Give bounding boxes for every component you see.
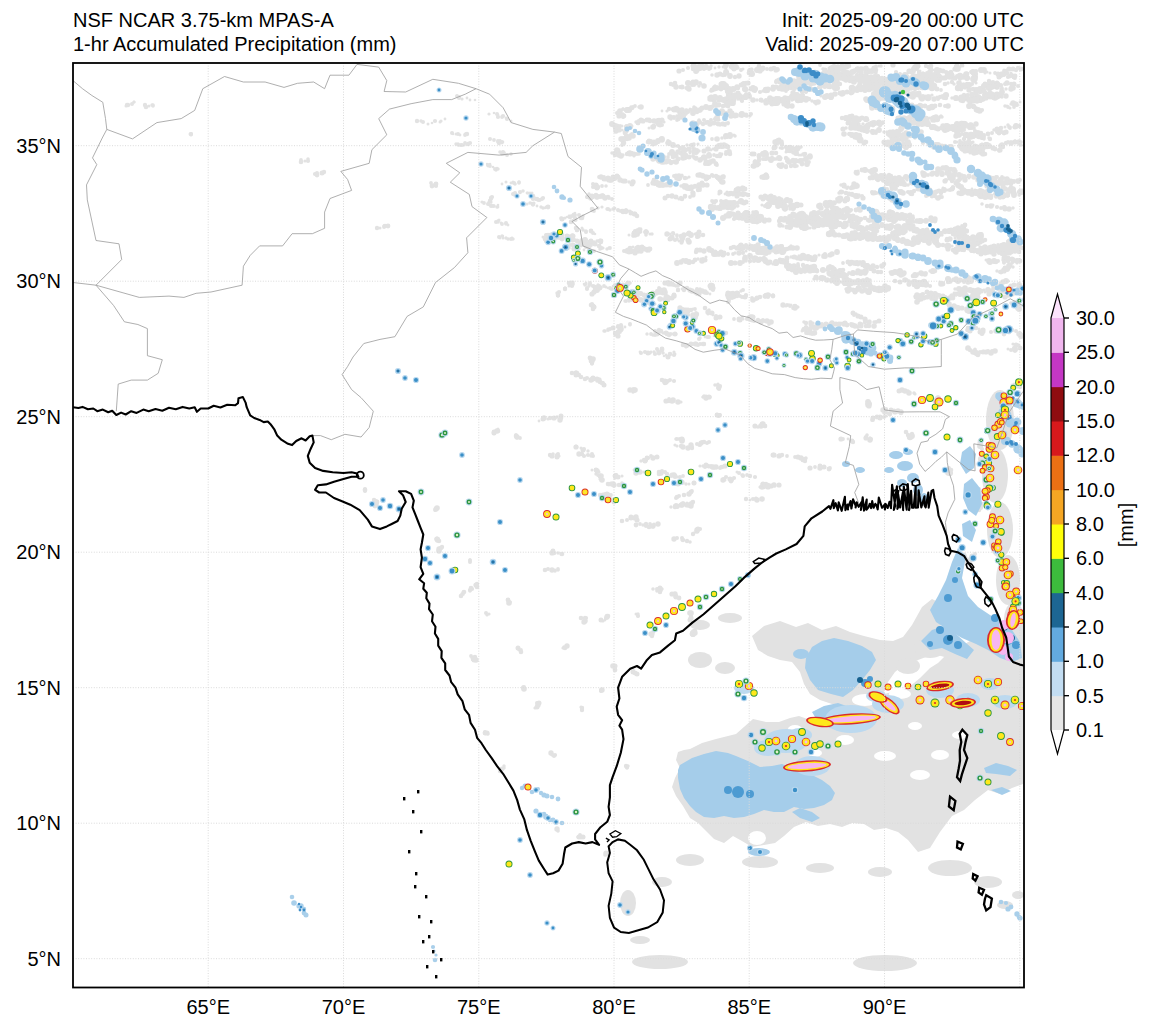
svg-text:8.0: 8.0	[1076, 513, 1104, 535]
svg-text:15°N: 15°N	[16, 677, 61, 699]
svg-text:1-hr Accumulated Precipitation: 1-hr Accumulated Precipitation (mm)	[73, 33, 396, 55]
svg-text:Init: 2025-09-20 00:00 UTC: Init: 2025-09-20 00:00 UTC	[782, 9, 1024, 31]
svg-text:10°N: 10°N	[16, 812, 61, 834]
svg-text:NSF NCAR 3.75-km MPAS-A: NSF NCAR 3.75-km MPAS-A	[73, 9, 334, 31]
svg-text:15.0: 15.0	[1076, 410, 1115, 432]
svg-text:0.1: 0.1	[1076, 719, 1104, 741]
svg-text:75°E: 75°E	[457, 996, 501, 1018]
svg-text:1.0: 1.0	[1076, 650, 1104, 672]
svg-text:20.0: 20.0	[1076, 376, 1115, 398]
svg-text:35°N: 35°N	[16, 135, 61, 157]
svg-text:4.0: 4.0	[1076, 582, 1104, 604]
svg-text:2.0: 2.0	[1076, 616, 1104, 638]
svg-text:[mm]: [mm]	[1115, 503, 1137, 547]
svg-text:Valid: 2025-09-20 07:00 UTC: Valid: 2025-09-20 07:00 UTC	[765, 33, 1024, 55]
svg-text:5°N: 5°N	[27, 948, 61, 970]
svg-text:0.5: 0.5	[1076, 685, 1104, 707]
svg-text:10.0: 10.0	[1076, 479, 1115, 501]
svg-text:12.0: 12.0	[1076, 444, 1115, 466]
svg-text:90°E: 90°E	[863, 996, 907, 1018]
svg-text:6.0: 6.0	[1076, 547, 1104, 569]
svg-text:25°N: 25°N	[16, 406, 61, 428]
svg-text:80°E: 80°E	[592, 996, 636, 1018]
svg-text:25.0: 25.0	[1076, 341, 1115, 363]
svg-text:65°E: 65°E	[186, 996, 230, 1018]
svg-text:30.0: 30.0	[1076, 307, 1115, 329]
svg-text:30°N: 30°N	[16, 270, 61, 292]
svg-text:20°N: 20°N	[16, 541, 61, 563]
svg-text:85°E: 85°E	[727, 996, 771, 1018]
svg-text:70°E: 70°E	[322, 996, 366, 1018]
